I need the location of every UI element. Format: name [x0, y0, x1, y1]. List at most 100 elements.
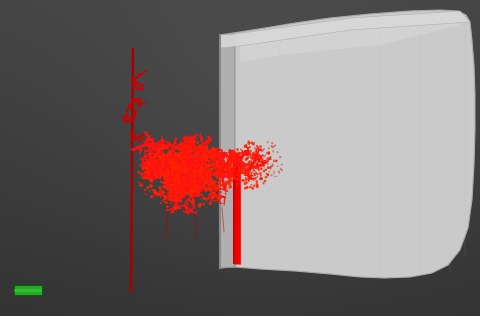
Point: [259, 180, 267, 185]
Point: [239, 170, 246, 175]
Point: [208, 167, 216, 172]
Polygon shape: [240, 15, 460, 62]
Point: [246, 159, 253, 164]
Point: [189, 140, 196, 145]
Point: [225, 168, 233, 173]
Point: [147, 178, 155, 183]
Point: [249, 164, 257, 169]
Point: [180, 143, 188, 149]
Point: [176, 155, 184, 160]
Point: [166, 160, 174, 165]
Point: [219, 172, 227, 177]
Point: [246, 185, 254, 190]
Point: [171, 175, 179, 180]
Point: [136, 175, 144, 180]
Point: [248, 165, 255, 170]
Point: [157, 156, 165, 161]
Point: [171, 185, 179, 190]
Point: [209, 187, 216, 192]
Point: [242, 143, 250, 148]
Point: [217, 190, 225, 195]
Point: [251, 171, 258, 176]
Point: [222, 181, 229, 186]
Point: [161, 174, 169, 179]
Point: [166, 160, 173, 165]
Point: [230, 160, 238, 165]
Point: [204, 176, 212, 181]
Point: [269, 164, 276, 169]
Point: [233, 173, 240, 178]
Point: [186, 154, 194, 159]
Point: [258, 166, 265, 171]
Point: [238, 160, 246, 165]
Point: [243, 172, 251, 177]
Point: [252, 153, 259, 158]
Point: [203, 153, 210, 158]
Point: [217, 170, 225, 175]
Point: [204, 158, 211, 163]
Point: [203, 155, 211, 160]
Point: [200, 155, 207, 161]
Point: [159, 181, 167, 186]
Point: [264, 172, 272, 177]
Point: [228, 151, 235, 156]
Point: [211, 153, 219, 158]
Point: [211, 181, 218, 186]
Point: [221, 182, 228, 187]
Point: [160, 184, 168, 189]
Point: [260, 163, 268, 168]
Point: [197, 168, 205, 173]
Point: [220, 173, 228, 178]
Point: [265, 156, 273, 161]
Point: [236, 164, 244, 169]
Point: [168, 163, 176, 168]
Point: [135, 180, 143, 185]
Point: [151, 188, 158, 193]
Point: [240, 152, 248, 157]
Point: [207, 155, 215, 160]
Point: [184, 176, 192, 181]
Point: [167, 193, 174, 198]
Point: [243, 168, 251, 173]
Point: [176, 169, 183, 174]
Point: [145, 169, 153, 174]
Point: [192, 189, 200, 194]
Point: [239, 178, 246, 183]
Point: [207, 187, 215, 192]
Point: [171, 179, 179, 185]
Point: [191, 168, 198, 173]
Point: [213, 152, 221, 157]
Point: [205, 161, 213, 167]
Point: [269, 162, 276, 167]
Point: [160, 153, 168, 158]
Point: [248, 167, 255, 172]
Point: [192, 185, 200, 190]
Point: [254, 155, 262, 161]
Point: [191, 182, 199, 187]
Point: [177, 188, 184, 193]
Point: [212, 183, 219, 188]
Point: [156, 155, 163, 160]
Point: [159, 154, 167, 159]
Point: [172, 184, 180, 189]
Point: [149, 187, 156, 192]
Point: [172, 206, 180, 211]
Point: [181, 181, 189, 186]
Point: [210, 191, 217, 196]
Point: [145, 162, 153, 167]
Point: [252, 154, 260, 159]
Point: [154, 192, 162, 197]
Point: [243, 185, 251, 190]
Point: [162, 175, 170, 180]
Point: [272, 159, 280, 164]
Point: [198, 165, 205, 170]
Point: [176, 170, 183, 175]
Point: [161, 154, 168, 159]
Point: [216, 179, 224, 184]
Point: [261, 154, 268, 159]
Point: [242, 143, 250, 149]
Point: [148, 156, 156, 161]
Point: [168, 156, 176, 161]
Point: [172, 151, 180, 156]
Point: [198, 164, 205, 169]
